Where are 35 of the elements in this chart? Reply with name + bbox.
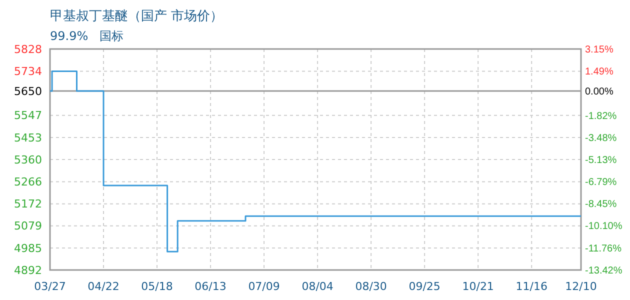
y-tick-label: 5547 — [14, 109, 42, 122]
x-tick-label: 07/09 — [248, 280, 280, 293]
x-tick-label: 04/22 — [88, 280, 120, 293]
x-tick-label: 06/13 — [194, 280, 226, 293]
y-tick-label: 5453 — [14, 131, 42, 144]
x-tick-label: 11/16 — [516, 280, 548, 293]
y-tick-label: 5266 — [14, 176, 42, 189]
y-tick-label: 5734 — [14, 65, 42, 78]
y-tick-label: 5650 — [14, 84, 42, 98]
y2-tick-label: -3.48% — [585, 132, 617, 144]
y2-tick-label: -13.42% — [585, 266, 622, 276]
y-tick-label: 5172 — [14, 198, 42, 211]
x-tick-label: 10/21 — [462, 280, 494, 293]
y2-tick-label: 1.49% — [585, 66, 614, 78]
y-tick-label: 5360 — [14, 153, 42, 166]
x-tick-label: 05/18 — [141, 280, 173, 293]
y2-tick-label: -5.13% — [585, 154, 617, 166]
y2-tick-label: -11.76% — [585, 243, 622, 254]
y2-tick-label: -8.45% — [585, 199, 617, 210]
y2-tick-label: 0.00% — [585, 86, 614, 98]
y-tick-label: 5079 — [14, 220, 42, 233]
x-tick-label: 03/27 — [34, 280, 66, 293]
x-tick-label: 09/25 — [408, 280, 440, 293]
x-tick-label: 08/04 — [302, 280, 334, 293]
y2-tick-label: -1.82% — [585, 110, 617, 122]
y2-tick-label: 3.15% — [585, 44, 614, 56]
y2-tick-label: -6.79% — [585, 177, 617, 188]
chart-subtitle: 99.9% 国标 — [50, 29, 124, 43]
y-tick-label: 4892 — [14, 264, 42, 277]
y-tick-label: 4985 — [14, 242, 42, 255]
x-tick-label: 08/30 — [355, 280, 387, 293]
y-tick-label: 5828 — [14, 42, 42, 56]
chart-title: 甲基叔丁基醚（国产 市场价） — [50, 9, 224, 24]
x-tick-label: 12/10 — [565, 280, 597, 293]
y2-tick-label: -10.10% — [585, 221, 622, 232]
